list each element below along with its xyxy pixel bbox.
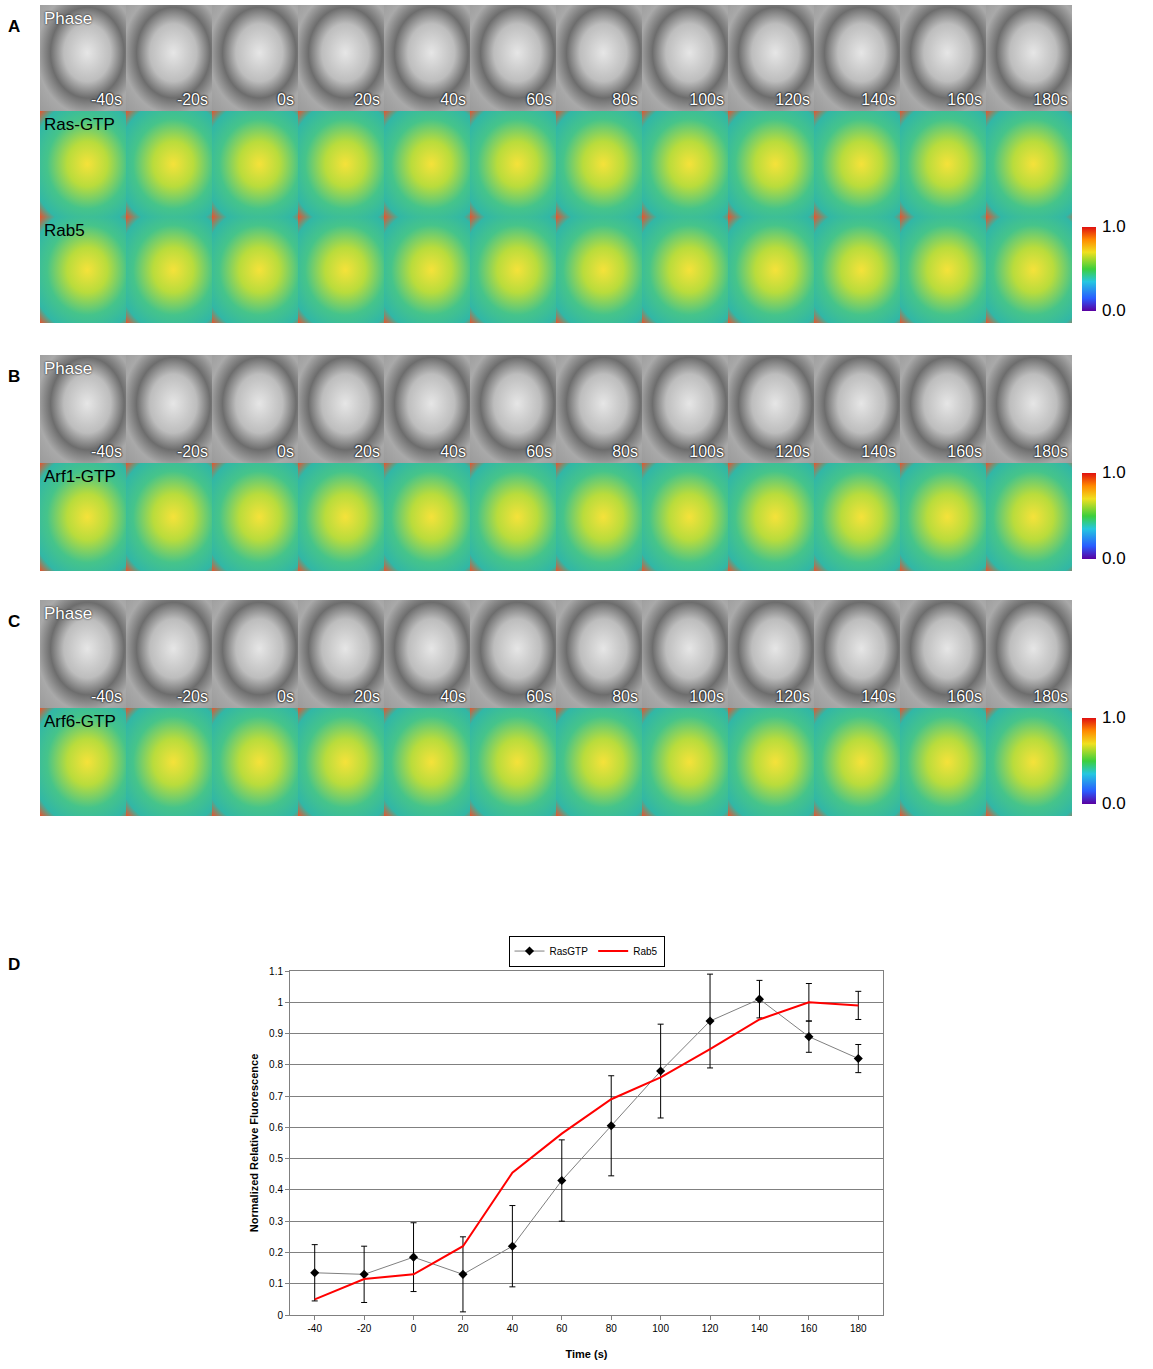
svg-text:180: 180 (850, 1323, 867, 1334)
html-text:0s: 0s (277, 688, 294, 705)
html-text:100s: 100s (689, 443, 724, 460)
svg-text:0: 0 (277, 1310, 283, 1321)
html-text:-40s: -40s (90, 443, 122, 460)
html-text:120s: 120s (775, 688, 810, 705)
html-text:160s: 160s (947, 91, 982, 108)
html-text:-20s: -20s (176, 688, 208, 705)
svg-text:0.6: 0.6 (269, 1122, 283, 1133)
html-text:1.0: 1.0 (1102, 217, 1126, 236)
html-text:100s: 100s (689, 91, 724, 108)
html-text:160s: 160s (947, 443, 982, 460)
html-text:D: D (8, 955, 21, 974)
html-text:160s: 160s (947, 688, 982, 705)
html-text:140s: 140s (861, 91, 896, 108)
svg-text:Normalized Relative Fluorescen: Normalized Relative Fluorescence (248, 1054, 260, 1233)
html-text:-40s: -40s (90, 688, 122, 705)
html-text:Arf6-GTP: Arf6-GTP (44, 712, 116, 731)
html-text:180s: 180s (1033, 91, 1068, 108)
html-text:1.0: 1.0 (1102, 463, 1126, 482)
html-text:A: A (8, 17, 21, 36)
html-text:20s: 20s (354, 91, 380, 108)
html-text:1.0: 1.0 (1102, 708, 1126, 727)
html-text:180s: 180s (1033, 443, 1068, 460)
svg-text:0.4: 0.4 (269, 1184, 283, 1195)
html-text:Rab5: Rab5 (44, 221, 85, 240)
html-text:-40s: -40s (90, 91, 122, 108)
html-text:40s: 40s (440, 443, 466, 460)
svg-text:100: 100 (652, 1323, 669, 1334)
svg-text:-40: -40 (307, 1323, 322, 1334)
html-text:140s: 140s (861, 688, 896, 705)
svg-text:Rab5: Rab5 (633, 946, 657, 957)
html-text:120s: 120s (775, 91, 810, 108)
svg-text:60: 60 (556, 1323, 568, 1334)
html-text:B: B (8, 367, 21, 386)
html-text:80s: 80s (612, 443, 638, 460)
html-text:Arf1-GTP: Arf1-GTP (44, 467, 116, 486)
svg-text:0.7: 0.7 (269, 1091, 283, 1102)
svg-text:0.9: 0.9 (269, 1028, 283, 1039)
html-text:60s: 60s (526, 91, 552, 108)
svg-text:1.1: 1.1 (269, 966, 283, 977)
svg-text:0.8: 0.8 (269, 1059, 283, 1070)
html-text:140s: 140s (861, 443, 896, 460)
html-text:40s: 40s (440, 91, 466, 108)
html-text:-20s: -20s (176, 91, 208, 108)
svg-text:0: 0 (411, 1323, 417, 1334)
html-text:60s: 60s (526, 443, 552, 460)
html-text:Phase: Phase (44, 604, 93, 623)
svg-text:160: 160 (801, 1323, 818, 1334)
html-text:40s: 40s (440, 688, 466, 705)
html-text:Phase: Phase (44, 359, 93, 378)
svg-text:0.3: 0.3 (269, 1216, 283, 1227)
html-text:20s: 20s (354, 688, 380, 705)
html-text:0.0: 0.0 (1102, 301, 1126, 320)
svg-text:0.2: 0.2 (269, 1247, 283, 1258)
html-text:0s: 0s (277, 443, 294, 460)
svg-text:20: 20 (457, 1323, 469, 1334)
html-text:0s: 0s (277, 91, 294, 108)
html-text:180s: 180s (1033, 688, 1068, 705)
svg-text:140: 140 (751, 1323, 768, 1334)
html-text:60s: 60s (526, 688, 552, 705)
html-text:Phase: Phase (44, 9, 93, 28)
svg-text:0.5: 0.5 (269, 1153, 283, 1164)
html-text:100s: 100s (689, 688, 724, 705)
html-text:20s: 20s (354, 443, 380, 460)
svg-text:0.1: 0.1 (269, 1278, 283, 1289)
html-text:Ras-GTP: Ras-GTP (44, 115, 115, 134)
html-text:80s: 80s (612, 91, 638, 108)
html-text:C: C (8, 612, 21, 631)
svg-text:Time (s): Time (s) (566, 1348, 608, 1360)
svg-text:80: 80 (606, 1323, 618, 1334)
svg-text:RasGTP: RasGTP (550, 946, 589, 957)
html-text:80s: 80s (612, 688, 638, 705)
html-text:0.0: 0.0 (1102, 549, 1126, 568)
svg-text:-20: -20 (357, 1323, 372, 1334)
svg-text:40: 40 (507, 1323, 519, 1334)
html-text:0.0: 0.0 (1102, 794, 1126, 813)
html-text:-20s: -20s (176, 443, 208, 460)
svg-text:1: 1 (277, 997, 283, 1008)
html-text:120s: 120s (775, 443, 810, 460)
svg-text:120: 120 (702, 1323, 719, 1334)
